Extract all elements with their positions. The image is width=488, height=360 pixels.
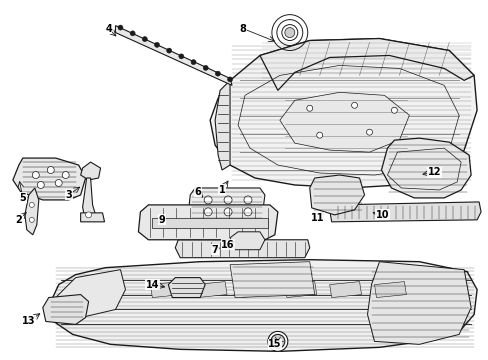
Text: 15: 15 bbox=[267, 339, 281, 349]
Circle shape bbox=[154, 42, 159, 48]
Polygon shape bbox=[229, 232, 264, 250]
Polygon shape bbox=[329, 202, 480, 222]
Polygon shape bbox=[138, 205, 277, 240]
Polygon shape bbox=[260, 39, 473, 90]
Polygon shape bbox=[329, 282, 361, 298]
Circle shape bbox=[244, 208, 251, 216]
Circle shape bbox=[203, 196, 212, 204]
Polygon shape bbox=[13, 158, 85, 200]
Circle shape bbox=[130, 31, 135, 36]
Polygon shape bbox=[175, 240, 309, 258]
Polygon shape bbox=[381, 138, 470, 198]
Polygon shape bbox=[82, 178, 95, 220]
Polygon shape bbox=[285, 282, 316, 298]
Circle shape bbox=[191, 60, 196, 64]
Polygon shape bbox=[215, 80, 229, 170]
Polygon shape bbox=[152, 218, 267, 228]
Circle shape bbox=[285, 28, 294, 37]
Circle shape bbox=[224, 208, 232, 216]
Text: 7: 7 bbox=[211, 245, 218, 255]
Circle shape bbox=[390, 107, 397, 113]
Text: 5: 5 bbox=[20, 193, 26, 203]
Polygon shape bbox=[42, 294, 88, 324]
Polygon shape bbox=[309, 175, 364, 215]
Text: 12: 12 bbox=[427, 167, 440, 177]
Circle shape bbox=[166, 48, 171, 53]
Circle shape bbox=[29, 202, 34, 207]
Polygon shape bbox=[188, 188, 264, 222]
Circle shape bbox=[224, 196, 232, 204]
Text: 9: 9 bbox=[159, 215, 165, 225]
Circle shape bbox=[142, 37, 147, 42]
Circle shape bbox=[366, 129, 372, 135]
Circle shape bbox=[179, 54, 183, 59]
Circle shape bbox=[32, 171, 39, 179]
Polygon shape bbox=[240, 282, 271, 298]
Text: 13: 13 bbox=[22, 316, 36, 327]
Circle shape bbox=[267, 332, 287, 351]
Polygon shape bbox=[195, 282, 226, 298]
Circle shape bbox=[351, 102, 357, 108]
Polygon shape bbox=[25, 188, 39, 235]
Circle shape bbox=[85, 212, 91, 218]
Circle shape bbox=[215, 71, 220, 76]
Polygon shape bbox=[279, 92, 408, 152]
Text: 4: 4 bbox=[105, 24, 112, 33]
Circle shape bbox=[37, 181, 44, 189]
Circle shape bbox=[203, 66, 208, 70]
Text: 6: 6 bbox=[194, 187, 201, 197]
Polygon shape bbox=[115, 26, 232, 85]
Circle shape bbox=[244, 196, 251, 204]
Text: 10: 10 bbox=[375, 210, 388, 220]
Polygon shape bbox=[210, 39, 476, 188]
Circle shape bbox=[316, 132, 322, 138]
Text: 11: 11 bbox=[310, 213, 324, 223]
Text: 3: 3 bbox=[65, 190, 72, 200]
Circle shape bbox=[306, 105, 312, 111]
Polygon shape bbox=[374, 282, 406, 298]
Polygon shape bbox=[51, 260, 476, 351]
Text: 14: 14 bbox=[145, 280, 159, 289]
Polygon shape bbox=[168, 278, 205, 298]
Polygon shape bbox=[81, 162, 101, 180]
Polygon shape bbox=[150, 282, 182, 298]
Text: 1: 1 bbox=[218, 185, 225, 195]
Circle shape bbox=[118, 25, 122, 30]
Circle shape bbox=[29, 217, 34, 222]
Circle shape bbox=[270, 334, 285, 348]
Circle shape bbox=[227, 77, 232, 82]
Text: 8: 8 bbox=[239, 24, 246, 33]
Circle shape bbox=[62, 171, 69, 179]
Circle shape bbox=[47, 167, 54, 174]
Circle shape bbox=[55, 180, 62, 186]
Polygon shape bbox=[229, 262, 314, 298]
Polygon shape bbox=[81, 213, 104, 222]
Text: 16: 16 bbox=[221, 240, 234, 250]
Polygon shape bbox=[53, 270, 125, 319]
Text: 2: 2 bbox=[16, 215, 22, 225]
Polygon shape bbox=[367, 262, 470, 345]
Circle shape bbox=[203, 208, 212, 216]
